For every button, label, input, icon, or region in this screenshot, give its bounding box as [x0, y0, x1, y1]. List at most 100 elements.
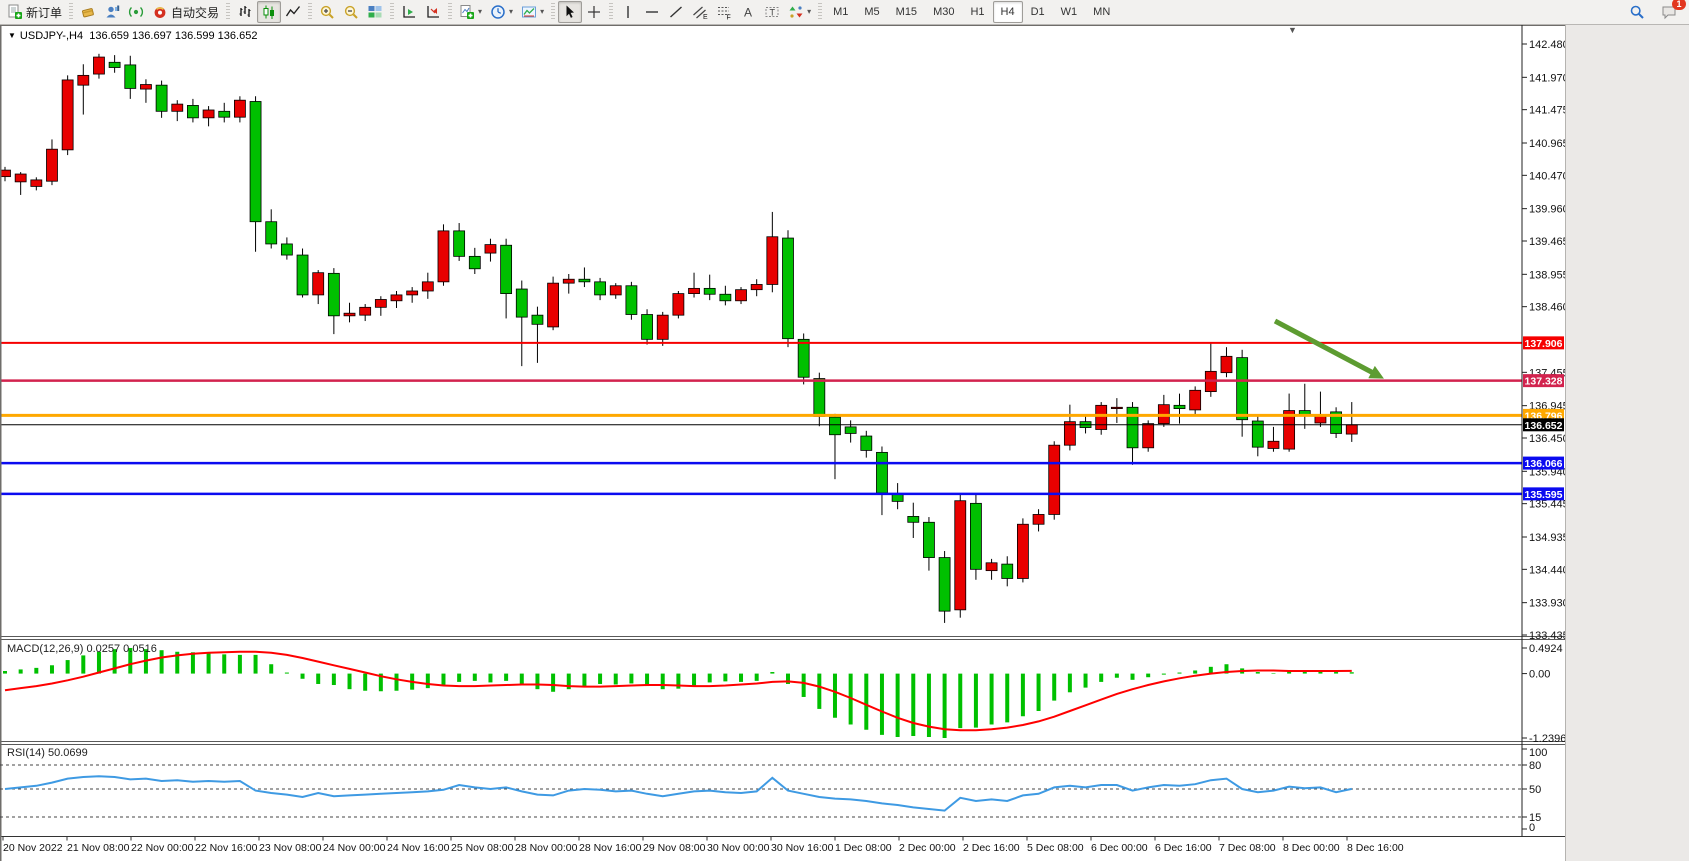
main-toolbar: 新订单 自动交易 ▾ ▾ ▾ E F A T ▾ M1 M5 M15 M30 H1 H4 D1 W1 MN 1: [0, 0, 1689, 25]
trend-arrow-annotation[interactable]: [1273, 318, 1384, 379]
symbol-dropdown-icon: ▼: [8, 31, 16, 40]
bear-candle: [641, 314, 653, 340]
search-icon: [1629, 4, 1645, 20]
bull-candle: [61, 79, 74, 151]
text-button[interactable]: A: [736, 1, 760, 23]
hline-button[interactable]: [640, 1, 664, 23]
chart-canvas[interactable]: 142.480 141.970 141.475 140.965 140.470 139.9…: [0, 25, 1565, 861]
bear-candle: [876, 451, 888, 494]
vline-button[interactable]: [616, 1, 640, 23]
tf-m1[interactable]: M1: [825, 1, 856, 23]
tf-m30[interactable]: M30: [925, 1, 962, 23]
price-badge-label: 136.652: [1525, 420, 1563, 432]
bull-candle: [233, 99, 246, 118]
bull-candle: [1283, 410, 1296, 450]
chart-window[interactable]: ▼ USDJPY-,H4 136.659 136.697 136.599 136.…: [0, 25, 1565, 861]
tf-m15[interactable]: M15: [888, 1, 925, 23]
auto-trading-button[interactable]: 自动交易: [148, 1, 223, 23]
new-chart-icon: [459, 4, 475, 20]
bear-candle: [1173, 404, 1186, 409]
tf-m30-label: M30: [933, 6, 955, 18]
channel-button[interactable]: E: [688, 1, 712, 23]
toolbar-grip: [226, 3, 231, 21]
bull-candle: [312, 272, 325, 296]
candlestick-button[interactable]: [257, 1, 282, 23]
bear-candle: [1236, 357, 1249, 421]
period-button[interactable]: ▾: [486, 1, 517, 23]
bull-candle: [437, 230, 450, 283]
tf-d1[interactable]: D1: [1023, 1, 1053, 23]
signal-icon: [128, 4, 144, 20]
tf-h4[interactable]: H4: [992, 1, 1023, 23]
tile-windows-button[interactable]: [363, 1, 387, 23]
bear-candle: [108, 61, 121, 68]
template-button[interactable]: ▾: [517, 1, 548, 23]
chevron-down-icon[interactable]: ▾: [478, 7, 483, 16]
text-icon: A: [740, 4, 756, 20]
crosshair-button[interactable]: [582, 1, 606, 23]
bull-candle: [14, 173, 27, 183]
bear-candle: [249, 101, 262, 223]
cursor-icon: [562, 4, 578, 20]
arrange-a-icon: [401, 4, 417, 20]
time-tick-label: 1 Dec 08:00: [835, 842, 892, 854]
tf-m15-label: M15: [895, 6, 918, 18]
price-axis[interactable]: 142.480 141.970 141.475 140.965 140.470 139.9…: [1522, 39, 1565, 834]
bull-candle: [766, 236, 779, 285]
signals-button[interactable]: [124, 1, 148, 23]
bear-candle: [155, 84, 168, 112]
line-chart-button[interactable]: [281, 1, 305, 23]
chevron-down-icon[interactable]: ▾: [509, 7, 514, 16]
bull-candle: [1063, 421, 1076, 446]
tf-m1-label: M1: [833, 6, 849, 18]
vline-icon: [620, 4, 636, 20]
bull-candle: [735, 289, 747, 302]
profile-button[interactable]: [100, 1, 124, 23]
search-button[interactable]: [1625, 1, 1649, 23]
time-tick-label: 6 Dec 16:00: [1155, 842, 1212, 854]
chevron-down-icon[interactable]: ▾: [540, 7, 545, 16]
bear-candle: [594, 281, 606, 296]
label-icon: T: [764, 4, 780, 20]
deposit-button[interactable]: [76, 1, 100, 23]
ohlc-values: 136.659 136.697 136.599 136.652: [89, 30, 258, 42]
tf-mn[interactable]: MN: [1085, 1, 1118, 23]
time-tick-label: 6 Dec 00:00: [1091, 842, 1148, 854]
trendline-button[interactable]: [664, 1, 688, 23]
track-chart-button[interactable]: [421, 1, 445, 23]
new-chart-button[interactable]: ▾: [455, 1, 486, 23]
new-order-button[interactable]: 新订单: [3, 1, 66, 23]
time-tick-label: 2 Dec 00:00: [899, 842, 956, 854]
bull-candle: [77, 74, 90, 86]
label-button[interactable]: T: [760, 1, 784, 23]
chart-shift-marker-icon[interactable]: ▼: [1288, 25, 1297, 35]
toolbar-grip: [551, 3, 556, 21]
tf-h1[interactable]: H1: [962, 1, 992, 23]
auto-arrange-button[interactable]: [397, 1, 421, 23]
tf-w1-label: W1: [1060, 6, 1078, 18]
rsi-axis-label: 50: [1529, 784, 1541, 796]
time-axis[interactable]: 20 Nov 2022 21 Nov 08:00 22 Nov 00:00 22 No…: [2, 836, 1404, 855]
notifications-button[interactable]: 1: [1657, 0, 1686, 23]
bar-chart-button[interactable]: [233, 1, 257, 23]
bear-candle: [500, 244, 513, 294]
bear-candle: [531, 314, 544, 325]
fibonacci-button[interactable]: F: [712, 1, 736, 23]
bear-candle: [923, 521, 935, 558]
cursor-button[interactable]: [558, 1, 583, 23]
bull-candle: [406, 290, 419, 296]
bull-candle: [390, 294, 403, 302]
shapes-button[interactable]: ▾: [784, 1, 815, 23]
tf-m5[interactable]: M5: [856, 1, 887, 23]
zoom-in-button[interactable]: [315, 1, 339, 23]
chevron-down-icon[interactable]: ▾: [807, 7, 812, 16]
zoom-in-icon: [319, 4, 335, 20]
rsi-axis-label: 15: [1529, 812, 1541, 824]
zoom-out-button[interactable]: [339, 1, 363, 23]
tf-w1[interactable]: W1: [1053, 1, 1086, 23]
price-tick-label: 134.935: [1529, 532, 1565, 544]
channel-icon: E: [692, 4, 708, 20]
price-tick-label: 141.475: [1529, 105, 1565, 117]
price-tick-label: 139.465: [1529, 236, 1565, 248]
bull-candle: [0, 169, 11, 178]
